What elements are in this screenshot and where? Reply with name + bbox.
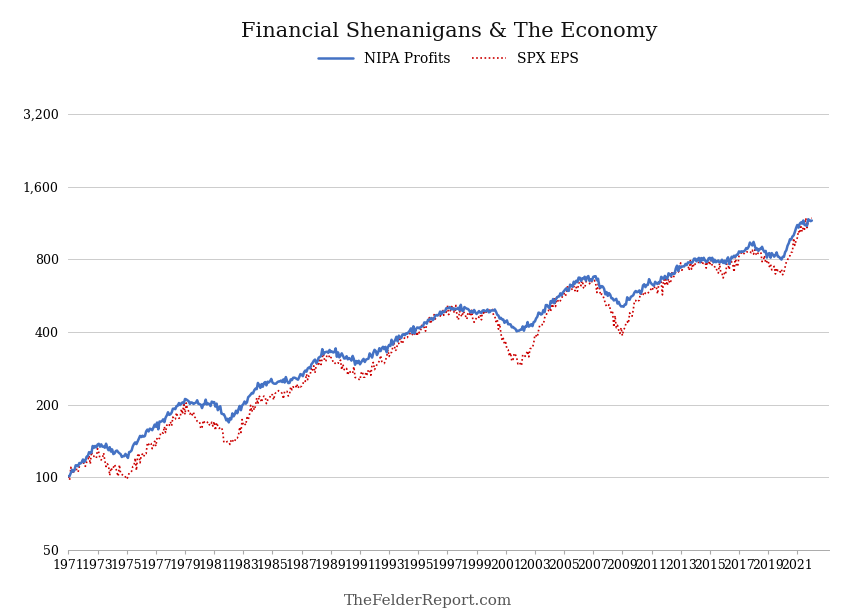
SPX EPS [634, 296, 645, 304]
NIPA Profits [719, 257, 729, 265]
Text: TheFelderReport.com: TheFelderReport.com [344, 594, 511, 608]
SPX EPS [410, 331, 420, 338]
NIPA Profits [409, 323, 419, 330]
SPX EPS [721, 271, 731, 278]
NIPA Profits [807, 217, 817, 224]
NIPA Profits [219, 411, 229, 418]
SPX EPS [220, 439, 230, 446]
SPX EPS [807, 214, 817, 222]
SPX EPS [646, 287, 656, 295]
NIPA Profits [644, 276, 654, 283]
Line: NIPA Profits: NIPA Profits [68, 219, 812, 477]
SPX EPS [800, 214, 811, 222]
NIPA Profits [63, 473, 74, 480]
Legend: NIPA Profits, SPX EPS: NIPA Profits, SPX EPS [313, 46, 585, 71]
Line: SPX EPS: SPX EPS [68, 218, 812, 480]
SPX EPS [64, 477, 74, 484]
Title: Financial Shenanigans & The Economy: Financial Shenanigans & The Economy [240, 22, 657, 41]
NIPA Profits [221, 417, 232, 424]
NIPA Profits [633, 288, 643, 295]
SPX EPS [222, 438, 233, 445]
SPX EPS [63, 473, 74, 480]
NIPA Profits [803, 216, 813, 223]
